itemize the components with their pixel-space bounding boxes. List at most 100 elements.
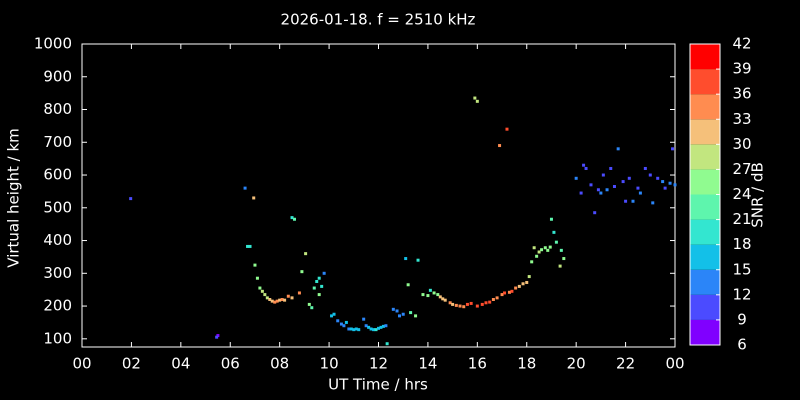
x-tick-label: 08	[270, 355, 289, 373]
data-point	[416, 258, 420, 262]
data-point	[596, 188, 600, 192]
data-point	[278, 298, 282, 302]
data-point	[458, 304, 462, 308]
y-tick-label: 800	[43, 100, 72, 118]
data-point	[414, 314, 418, 318]
data-point	[527, 275, 531, 279]
data-point	[367, 325, 371, 329]
data-point	[505, 127, 509, 131]
data-point	[495, 296, 499, 300]
data-point	[462, 305, 466, 309]
colorbar-tick-label: 21	[732, 210, 751, 228]
colorbar-tick-label: 39	[732, 60, 751, 78]
data-point	[537, 250, 541, 254]
colorbar-tick-label: 42	[732, 35, 751, 53]
data-point	[562, 257, 566, 261]
data-point	[540, 248, 544, 252]
data-point	[673, 183, 677, 187]
data-point	[475, 99, 479, 103]
data-point	[473, 96, 477, 100]
data-point	[582, 163, 586, 167]
data-point	[253, 263, 257, 267]
data-point	[336, 319, 340, 323]
data-point	[391, 307, 395, 311]
data-point	[263, 293, 267, 297]
y-tick-label: 700	[43, 133, 72, 151]
data-point	[491, 298, 495, 302]
colorbar-band	[690, 94, 720, 120]
data-point	[252, 196, 256, 200]
data-point	[643, 166, 647, 170]
x-tick-label: 18	[517, 355, 536, 373]
data-point	[436, 293, 440, 297]
data-point	[268, 298, 272, 302]
data-point	[258, 286, 262, 290]
y-tick-label: 500	[43, 198, 72, 216]
x-tick-label: 22	[616, 355, 635, 373]
data-point	[398, 314, 402, 318]
data-point	[438, 295, 442, 299]
data-point	[286, 294, 290, 298]
data-point	[369, 327, 373, 331]
data-point	[354, 327, 358, 331]
data-point	[283, 298, 287, 302]
x-tick-label: 12	[369, 355, 388, 373]
data-point	[292, 217, 296, 221]
chart-title: 2026-01-18. f = 2510 kHz	[281, 11, 476, 29]
data-point	[364, 324, 368, 328]
data-point	[593, 211, 597, 215]
data-point	[549, 217, 553, 221]
data-point	[558, 264, 562, 268]
data-point	[307, 302, 311, 306]
data-point	[507, 290, 511, 294]
x-tick-label: 10	[320, 355, 339, 373]
data-point	[379, 325, 383, 329]
data-point	[559, 248, 563, 252]
data-point	[421, 293, 425, 297]
colorbar-band	[690, 269, 720, 295]
colorbar-band	[690, 244, 720, 270]
data-point	[300, 270, 304, 274]
data-point	[395, 309, 399, 313]
data-point	[215, 335, 219, 339]
x-tick-label: 00	[72, 355, 91, 373]
colorbar-band	[690, 219, 720, 245]
data-point	[312, 286, 316, 290]
data-point	[129, 197, 133, 201]
data-point	[612, 184, 616, 188]
data-point	[500, 293, 504, 297]
data-point	[454, 303, 458, 307]
colorbar-tick-label: 36	[732, 85, 751, 103]
data-point	[605, 188, 609, 192]
data-point	[525, 280, 529, 284]
colorbar-band	[690, 319, 720, 345]
y-tick-label: 900	[43, 67, 72, 85]
data-point	[317, 276, 321, 280]
data-point	[290, 296, 294, 300]
data-point	[480, 302, 484, 306]
data-point	[484, 301, 488, 305]
data-point	[372, 328, 376, 332]
data-point	[406, 283, 410, 287]
data-point	[409, 311, 413, 315]
data-point	[546, 248, 550, 252]
data-point	[638, 191, 642, 195]
data-point	[554, 240, 558, 244]
data-point	[385, 342, 389, 346]
data-point	[552, 230, 556, 234]
data-point	[317, 293, 321, 297]
data-point	[330, 314, 334, 318]
data-point	[627, 176, 631, 180]
data-point	[651, 201, 655, 205]
data-point	[521, 282, 525, 286]
data-point	[265, 296, 269, 300]
data-point	[584, 166, 588, 170]
data-point	[426, 294, 430, 298]
data-point	[671, 147, 675, 151]
data-point	[315, 279, 319, 283]
data-point	[609, 166, 613, 170]
data-point	[357, 328, 361, 332]
data-point	[255, 276, 259, 280]
